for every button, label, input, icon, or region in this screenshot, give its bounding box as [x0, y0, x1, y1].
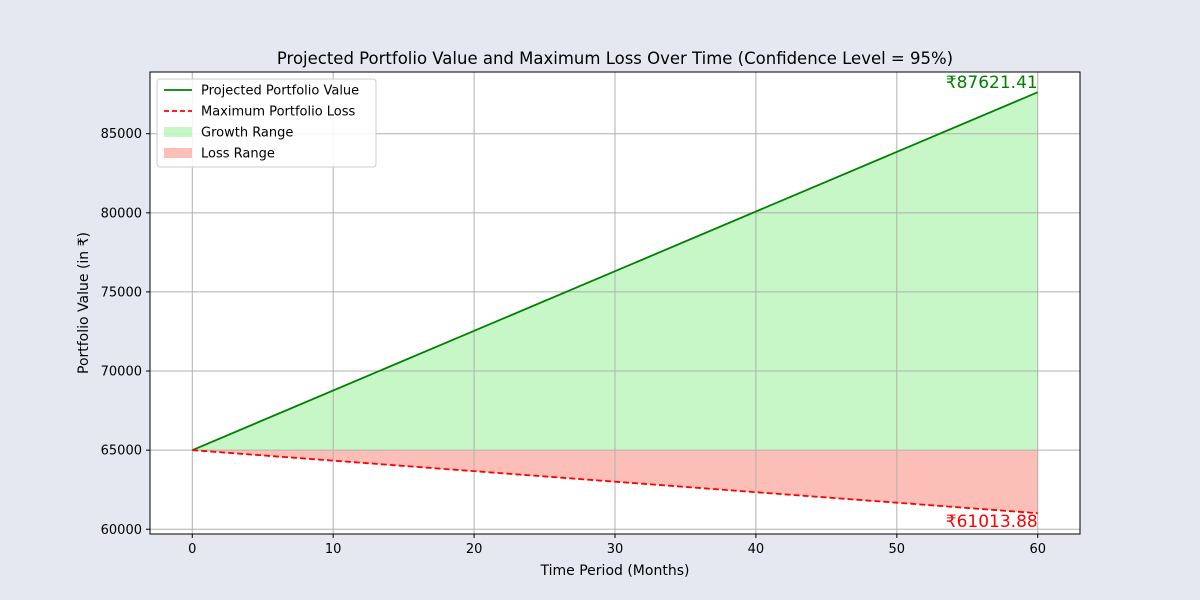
loss-end-label: ₹61013.88 [946, 512, 1038, 532]
legend-fill-swatch [164, 148, 192, 158]
legend-fill-swatch [164, 127, 192, 137]
legend: Projected Portfolio Value Maximum Portfol… [156, 78, 377, 168]
x-tick-label: 0 [188, 542, 196, 557]
x-tick-label: 40 [748, 542, 765, 557]
legend-label: Growth Range [201, 126, 293, 141]
x-tick-label: 30 [607, 542, 624, 557]
y-tick-label: 85000 [101, 127, 142, 142]
x-axis-label: Time Period (Months) [540, 563, 690, 579]
x-tick-label: 10 [325, 542, 342, 557]
legend-label: Loss Range [201, 147, 275, 162]
y-tick-label: 80000 [101, 206, 142, 221]
x-tick-label: 60 [1029, 542, 1046, 557]
ticks-layer: 0 10 20 30 40 50 60 60000 65000 70000 75000 80000 85… [101, 127, 1046, 557]
y-tick-label: 70000 [101, 365, 142, 380]
chart-title: Projected Portfolio Value and Maximum Lo… [277, 49, 953, 68]
series-layer [191, 91, 1039, 515]
annotation-layer: ₹87621.41 ₹61013.88 [946, 73, 1038, 532]
legend-label: Maximum Portfolio Loss [201, 105, 356, 120]
x-tick-label: 50 [889, 542, 906, 557]
y-tick-label: 65000 [101, 444, 142, 459]
projected-value-line [191, 91, 1039, 451]
projected-end-label: ₹87621.41 [946, 73, 1038, 93]
legend-box [156, 78, 377, 168]
x-tick-label: 20 [466, 542, 483, 557]
y-axis-label: Portfolio Value (in ₹) [76, 232, 92, 374]
y-tick-label: 75000 [101, 285, 142, 300]
legend-label: Projected Portfolio Value [201, 84, 359, 99]
y-tick-label: 60000 [101, 523, 142, 538]
maximum-loss-line [192, 449, 1038, 515]
